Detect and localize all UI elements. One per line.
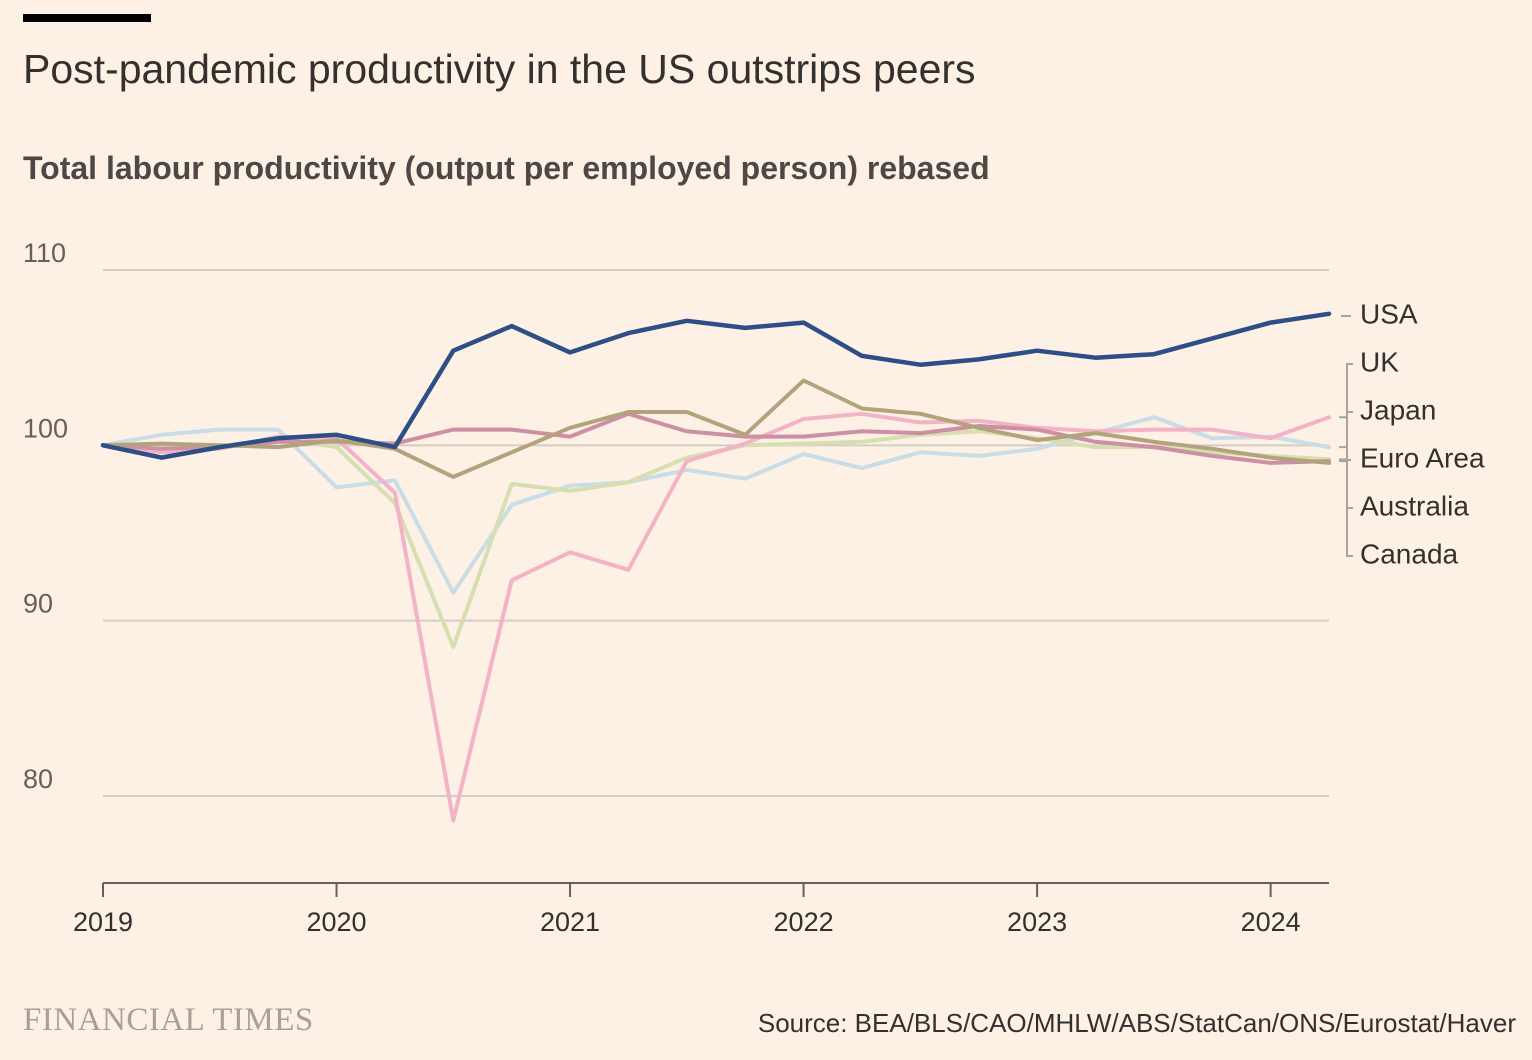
leader-uk	[1339, 363, 1353, 419]
gridlines: 80 90 100 110	[23, 238, 1329, 797]
legend-label-canada: Canada	[1360, 538, 1459, 569]
ft-logo: FINANCIAL TIMES	[23, 1002, 314, 1038]
y-tick-label-110: 110	[23, 238, 66, 268]
y-tick-label-100: 100	[23, 413, 68, 443]
legend-label-japan: Japan	[1360, 394, 1436, 425]
legend-label-australia: Australia	[1360, 490, 1469, 521]
series-line-euro-area	[101, 378, 1331, 479]
chart-title: Post-pandemic productivity in the US out…	[23, 46, 976, 92]
series-lines	[100, 311, 1332, 823]
series-line-australia	[101, 415, 1331, 595]
x-tick-label-2023: 2023	[1007, 907, 1067, 937]
x-tick-label-2021: 2021	[540, 907, 600, 937]
x-tick-label-2022: 2022	[774, 907, 834, 937]
y-tick-label-90: 90	[23, 589, 53, 619]
legend-label-uk: UK	[1360, 346, 1399, 377]
legend-label-usa: USA	[1360, 298, 1418, 329]
leader-canada	[1339, 458, 1353, 557]
legend-labels: USA UK Japan Euro Area Australia Canada	[1339, 298, 1485, 569]
series-line-usa	[100, 311, 1332, 460]
source-note: Source: BEA/BLS/CAO/MHLW/ABS/StatCan/ONS…	[757, 1008, 1516, 1038]
legend-label-euro-area: Euro Area	[1360, 442, 1485, 473]
brand-accent-bar	[23, 14, 151, 22]
x-tick-label-2024: 2024	[1241, 907, 1301, 937]
x-tick-label-2019: 2019	[73, 907, 133, 937]
chart-subtitle: Total labour productivity (output per em…	[23, 150, 990, 186]
y-tick-label-80: 80	[23, 764, 53, 794]
x-axis: 2019 2020 2021 2022 2023 2024	[73, 882, 1329, 937]
x-tick-label-2020: 2020	[306, 907, 366, 937]
series-line-canada	[101, 429, 1331, 649]
leader-japan	[1339, 411, 1353, 463]
